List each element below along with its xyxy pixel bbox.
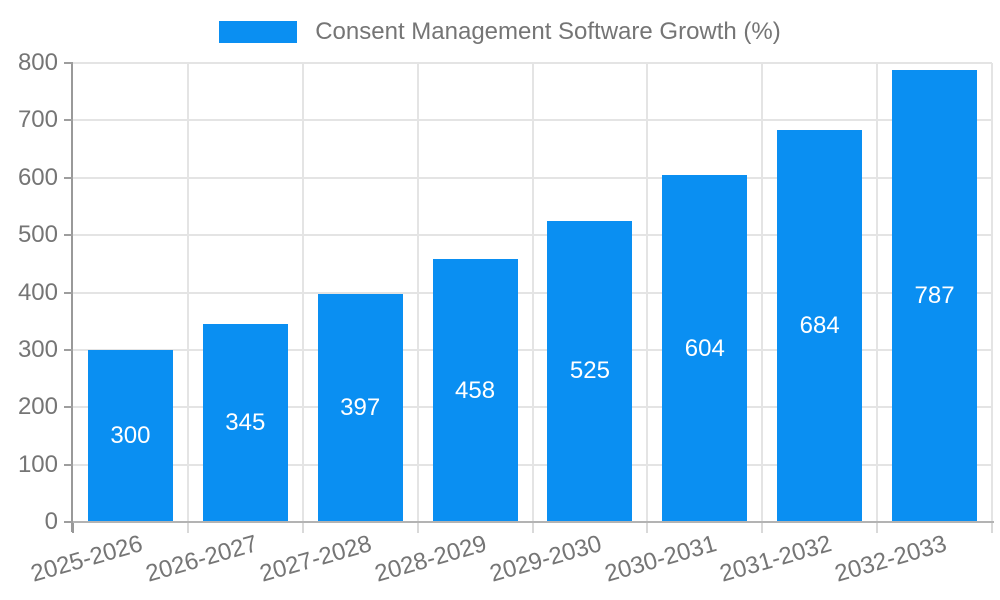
- x-axis-tick: [876, 523, 879, 533]
- y-axis-tick: [64, 62, 73, 64]
- x-axis-line: [64, 521, 994, 523]
- y-axis-tick: [64, 119, 73, 122]
- y-axis-tick-label: 200: [17, 393, 58, 421]
- bar-value-label: 300: [110, 421, 151, 449]
- x-gridline: [876, 63, 879, 522]
- chart-legend[interactable]: Consent Management Software Growth (%): [0, 18, 1000, 45]
- bar-2027-2028[interactable]: 397: [317, 294, 403, 522]
- x-axis-tick-label: 2026-2027: [142, 530, 261, 588]
- bar-2029-2030[interactable]: 525: [547, 220, 633, 522]
- y-axis-tick-label: 300: [17, 335, 58, 363]
- bar-2032-2033[interactable]: 787: [892, 70, 978, 522]
- bar-2031-2032[interactable]: 684: [777, 129, 863, 522]
- x-gridline: [301, 63, 304, 522]
- bar-value-label: 345: [225, 409, 266, 437]
- y-axis-line: [71, 63, 73, 532]
- bar-value-label: 684: [799, 311, 840, 339]
- x-axis-tick: [301, 523, 304, 533]
- bar-2028-2029[interactable]: 458: [432, 259, 518, 522]
- bar-value-label: 787: [914, 282, 955, 310]
- bar-2025-2026[interactable]: 300: [87, 349, 173, 522]
- y-axis-tick: [64, 291, 73, 294]
- y-axis-tick-label: 800: [17, 49, 58, 76]
- y-axis-tick-label: 700: [17, 106, 58, 134]
- x-axis-tick: [646, 523, 649, 533]
- x-axis-tick: [531, 523, 534, 533]
- x-axis-tick-label: 2025-2026: [27, 530, 146, 588]
- x-axis-tick-label: 2028-2029: [372, 530, 490, 588]
- bar-value-label: 604: [684, 334, 725, 362]
- bar-2030-2031[interactable]: 604: [662, 175, 748, 522]
- legend-label: Consent Management Software Growth (%): [315, 18, 781, 45]
- y-axis-tick-label: 400: [17, 278, 58, 306]
- y-axis-tick: [64, 176, 73, 179]
- x-gridline: [531, 63, 534, 522]
- plot-area: 300 345 397 458 525 604 684 787: [73, 62, 993, 522]
- x-gridline: [646, 63, 649, 522]
- y-axis-tick: [64, 463, 73, 466]
- bar-value-label: 458: [455, 376, 496, 404]
- x-gridline: [186, 63, 189, 522]
- y-axis-tick: [64, 348, 73, 351]
- y-axis-tick-label: 500: [17, 221, 58, 249]
- x-gridline: [991, 63, 993, 522]
- y-axis-tick: [64, 406, 73, 409]
- x-axis-tick-label: 2031-2032: [716, 530, 835, 588]
- bar-value-label: 525: [569, 357, 610, 385]
- y-axis-tick: [64, 521, 73, 523]
- x-axis-tick-label: 2030-2031: [601, 530, 720, 588]
- x-axis-tick: [72, 523, 74, 533]
- x-gridline: [416, 63, 419, 522]
- bar-value-label: 397: [340, 394, 381, 422]
- y-axis-tick-label: 600: [17, 163, 58, 191]
- x-axis-tick-label: 2032-2033: [831, 530, 950, 588]
- legend-swatch-icon: [219, 21, 298, 43]
- y-axis-tick-label: 100: [17, 450, 58, 478]
- x-axis-tick: [416, 523, 419, 533]
- x-axis-tick-label: 2029-2030: [487, 530, 605, 588]
- x-axis-tick: [186, 523, 189, 533]
- x-axis-tick-label: 2027-2028: [257, 530, 376, 588]
- y-axis-tick: [64, 234, 73, 237]
- x-axis-tick: [761, 523, 764, 533]
- x-gridline: [761, 63, 764, 522]
- bar-2026-2027[interactable]: 345: [202, 324, 288, 522]
- y-axis-tick-label: 0: [44, 508, 58, 535]
- x-axis-tick: [991, 523, 993, 533]
